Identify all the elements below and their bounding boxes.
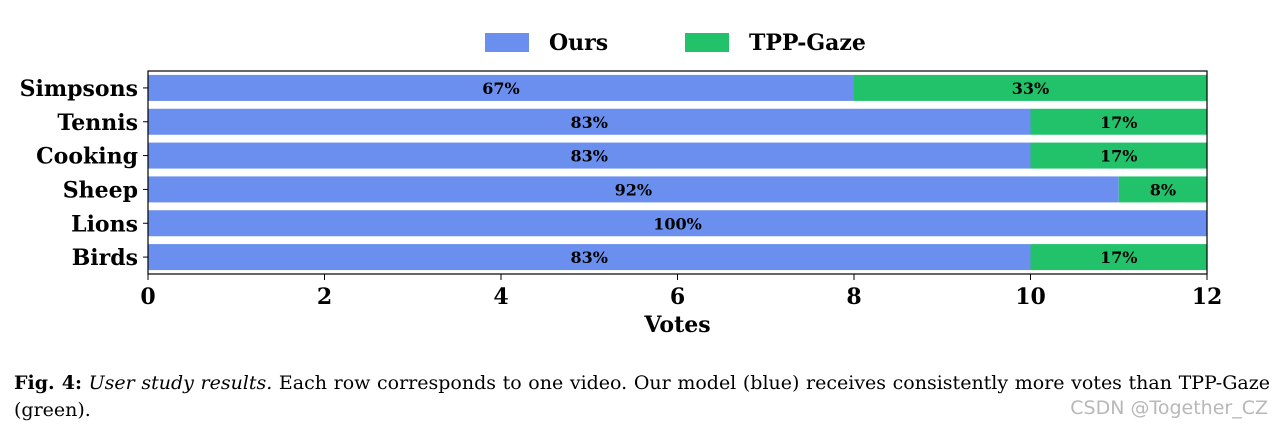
x-tick-label: 2	[317, 284, 332, 310]
category-label: Cooking	[36, 144, 138, 170]
figure-caption: Fig. 4: User study results. Each row cor…	[14, 370, 1270, 424]
bar-label: 33%	[1012, 79, 1049, 98]
category-label: Simpsons	[20, 76, 138, 102]
bar-label: 8%	[1150, 180, 1176, 199]
x-tick-label: 0	[140, 284, 155, 310]
category-label: Tennis	[57, 110, 138, 136]
legend-label: Ours	[549, 30, 608, 56]
x-axis-title: Votes	[643, 312, 710, 338]
bar-label: 100%	[653, 214, 702, 233]
bar-label: 92%	[615, 180, 652, 199]
legend-label: TPP-Gaze	[749, 30, 866, 56]
stacked-bar-chart: Ours TPP-Gaze 67% 33% 83% 17% 83% 17% 92% 8% 100%…	[20, 30, 1223, 338]
category-label: Sheep	[63, 177, 138, 203]
x-tick-label: 8	[846, 284, 861, 310]
caption-text: Each row corresponds to one video. Our m…	[14, 372, 1270, 421]
caption-title: User study results.	[88, 372, 273, 394]
bar-tpp-gaze-simpsons	[854, 74, 1207, 101]
bar-tpp-gaze-birds	[1030, 244, 1207, 271]
bar-label: 17%	[1100, 113, 1137, 132]
bar-tpp-gaze-sheep	[1118, 176, 1207, 203]
legend-swatch-tpp-gaze	[685, 33, 729, 52]
bar-ours-birds	[148, 244, 1031, 271]
watermark: CSDN @Together_CZ	[1070, 397, 1268, 419]
x-tick-label: 10	[1015, 284, 1046, 310]
bar-label: 67%	[482, 79, 519, 98]
plot-frame	[147, 70, 1208, 275]
legend: Ours TPP-Gaze	[485, 30, 866, 56]
bar-ours-tennis	[148, 108, 1031, 135]
bar-label: 17%	[1100, 147, 1137, 166]
category-label: Birds	[72, 245, 138, 271]
bar-tpp-gaze-tennis	[1030, 108, 1207, 135]
x-tick-label: 4	[493, 284, 508, 310]
bar-label: 83%	[571, 113, 608, 132]
caption-fig-label: Fig. 4:	[14, 372, 83, 394]
bar-ours-lions	[148, 210, 1207, 237]
bar-ours-simpsons	[148, 74, 854, 101]
bars: 67% 33% 83% 17% 83% 17% 92% 8% 100% 83% 17%	[148, 74, 1207, 271]
bar-label: 17%	[1100, 248, 1137, 267]
bar-tpp-gaze-cooking	[1030, 142, 1207, 169]
category-label: Lions	[71, 211, 138, 237]
legend-swatch-ours	[485, 33, 529, 52]
x-tick-label: 12	[1192, 284, 1223, 310]
bar-label: 83%	[571, 147, 608, 166]
x-tick-label: 6	[670, 284, 685, 310]
bar-ours-sheep	[148, 176, 1119, 203]
bar-label: 83%	[571, 248, 608, 267]
bar-ours-cooking	[148, 142, 1031, 169]
